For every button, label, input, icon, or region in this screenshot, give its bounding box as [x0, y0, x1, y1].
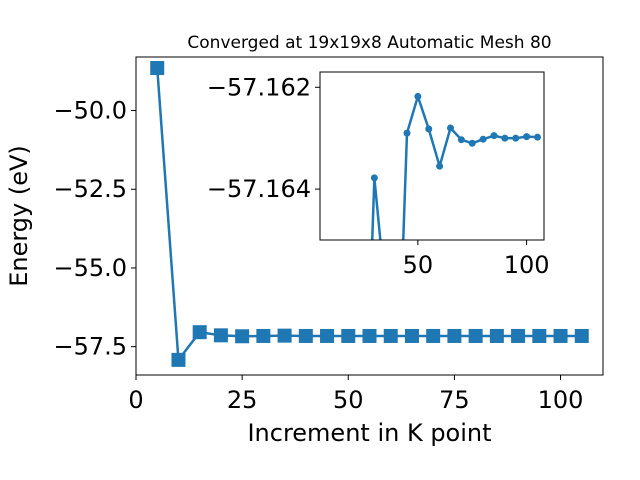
inset-y-tick-label: −57.162 [207, 73, 311, 101]
main-marker [362, 328, 377, 343]
main-marker [277, 328, 292, 343]
main-chart: Converged at 19x19x8 Automatic Mesh 80 0… [5, 33, 604, 447]
main-marker [192, 325, 207, 340]
inset-marker [512, 134, 520, 142]
main-marker [489, 328, 504, 343]
main-x-ticks: 0 25 50 75 100 [128, 375, 583, 414]
inset-marker [436, 162, 444, 170]
main-marker [171, 352, 186, 367]
main-marker [256, 328, 271, 343]
main-plot-frame [135, 56, 604, 376]
inset-chart: 50 100 −57.164 −57.162 [207, 71, 550, 294]
inset-marker [479, 135, 487, 143]
inset-marker [382, 287, 389, 294]
main-marker [320, 328, 335, 343]
main-x-tick-label: 25 [227, 386, 258, 414]
main-marker [298, 328, 313, 343]
main-x-tick-label: 50 [333, 386, 364, 414]
x-axis-label: Increment in K point [247, 419, 491, 447]
inset-marker [414, 92, 422, 100]
inset-x-tick-label: 50 [403, 251, 434, 279]
main-y-tick-label: −55.0 [53, 254, 127, 282]
inset-background [320, 72, 544, 240]
inset-plot-lines [370, 92, 541, 294]
inset-marker [370, 174, 378, 182]
inset-marker [425, 125, 433, 133]
inset-marker [501, 134, 509, 142]
main-x-tick-label: 0 [128, 386, 143, 414]
main-marker [553, 328, 568, 343]
main-marker [341, 328, 356, 343]
main-marker [532, 328, 547, 343]
inset-series-markers [370, 92, 541, 294]
inset-x-tick-label: 100 [504, 251, 550, 279]
y-axis-label: Energy (eV) [5, 145, 33, 287]
chart-title: Converged at 19x19x8 Automatic Mesh 80 [187, 33, 551, 53]
main-marker [235, 329, 250, 344]
main-marker [511, 328, 526, 343]
main-marker [383, 328, 398, 343]
main-marker [447, 328, 462, 343]
main-x-tick-label: 75 [439, 386, 470, 414]
inset-marker [523, 133, 531, 141]
main-x-tick-label: 100 [538, 386, 584, 414]
inset-marker [457, 136, 465, 144]
inset-y-tick-label: −57.164 [207, 175, 311, 203]
main-marker [213, 328, 228, 343]
inset-plot-frame [319, 71, 545, 241]
main-y-tick-label: −52.5 [53, 175, 127, 203]
main-y-tick-label: −50.0 [53, 97, 127, 125]
main-y-ticks: −57.5 −55.0 −52.5 −50.0 [53, 97, 136, 361]
main-marker [426, 328, 441, 343]
inset-x-ticks: 50 100 [403, 240, 550, 279]
main-y-tick-label: −57.5 [53, 333, 127, 361]
main-marker [150, 61, 165, 76]
inset-marker [403, 129, 411, 137]
main-marker [574, 328, 589, 343]
inset-marker [490, 132, 498, 140]
main-plot-lines [150, 61, 589, 367]
inset-marker [468, 139, 476, 147]
inset-marker [446, 124, 454, 132]
inset-marker [533, 133, 541, 141]
main-marker [404, 328, 419, 343]
inset-y-ticks: −57.164 −57.162 [207, 73, 320, 203]
main-marker [468, 328, 483, 343]
main-series-markers [150, 61, 589, 367]
